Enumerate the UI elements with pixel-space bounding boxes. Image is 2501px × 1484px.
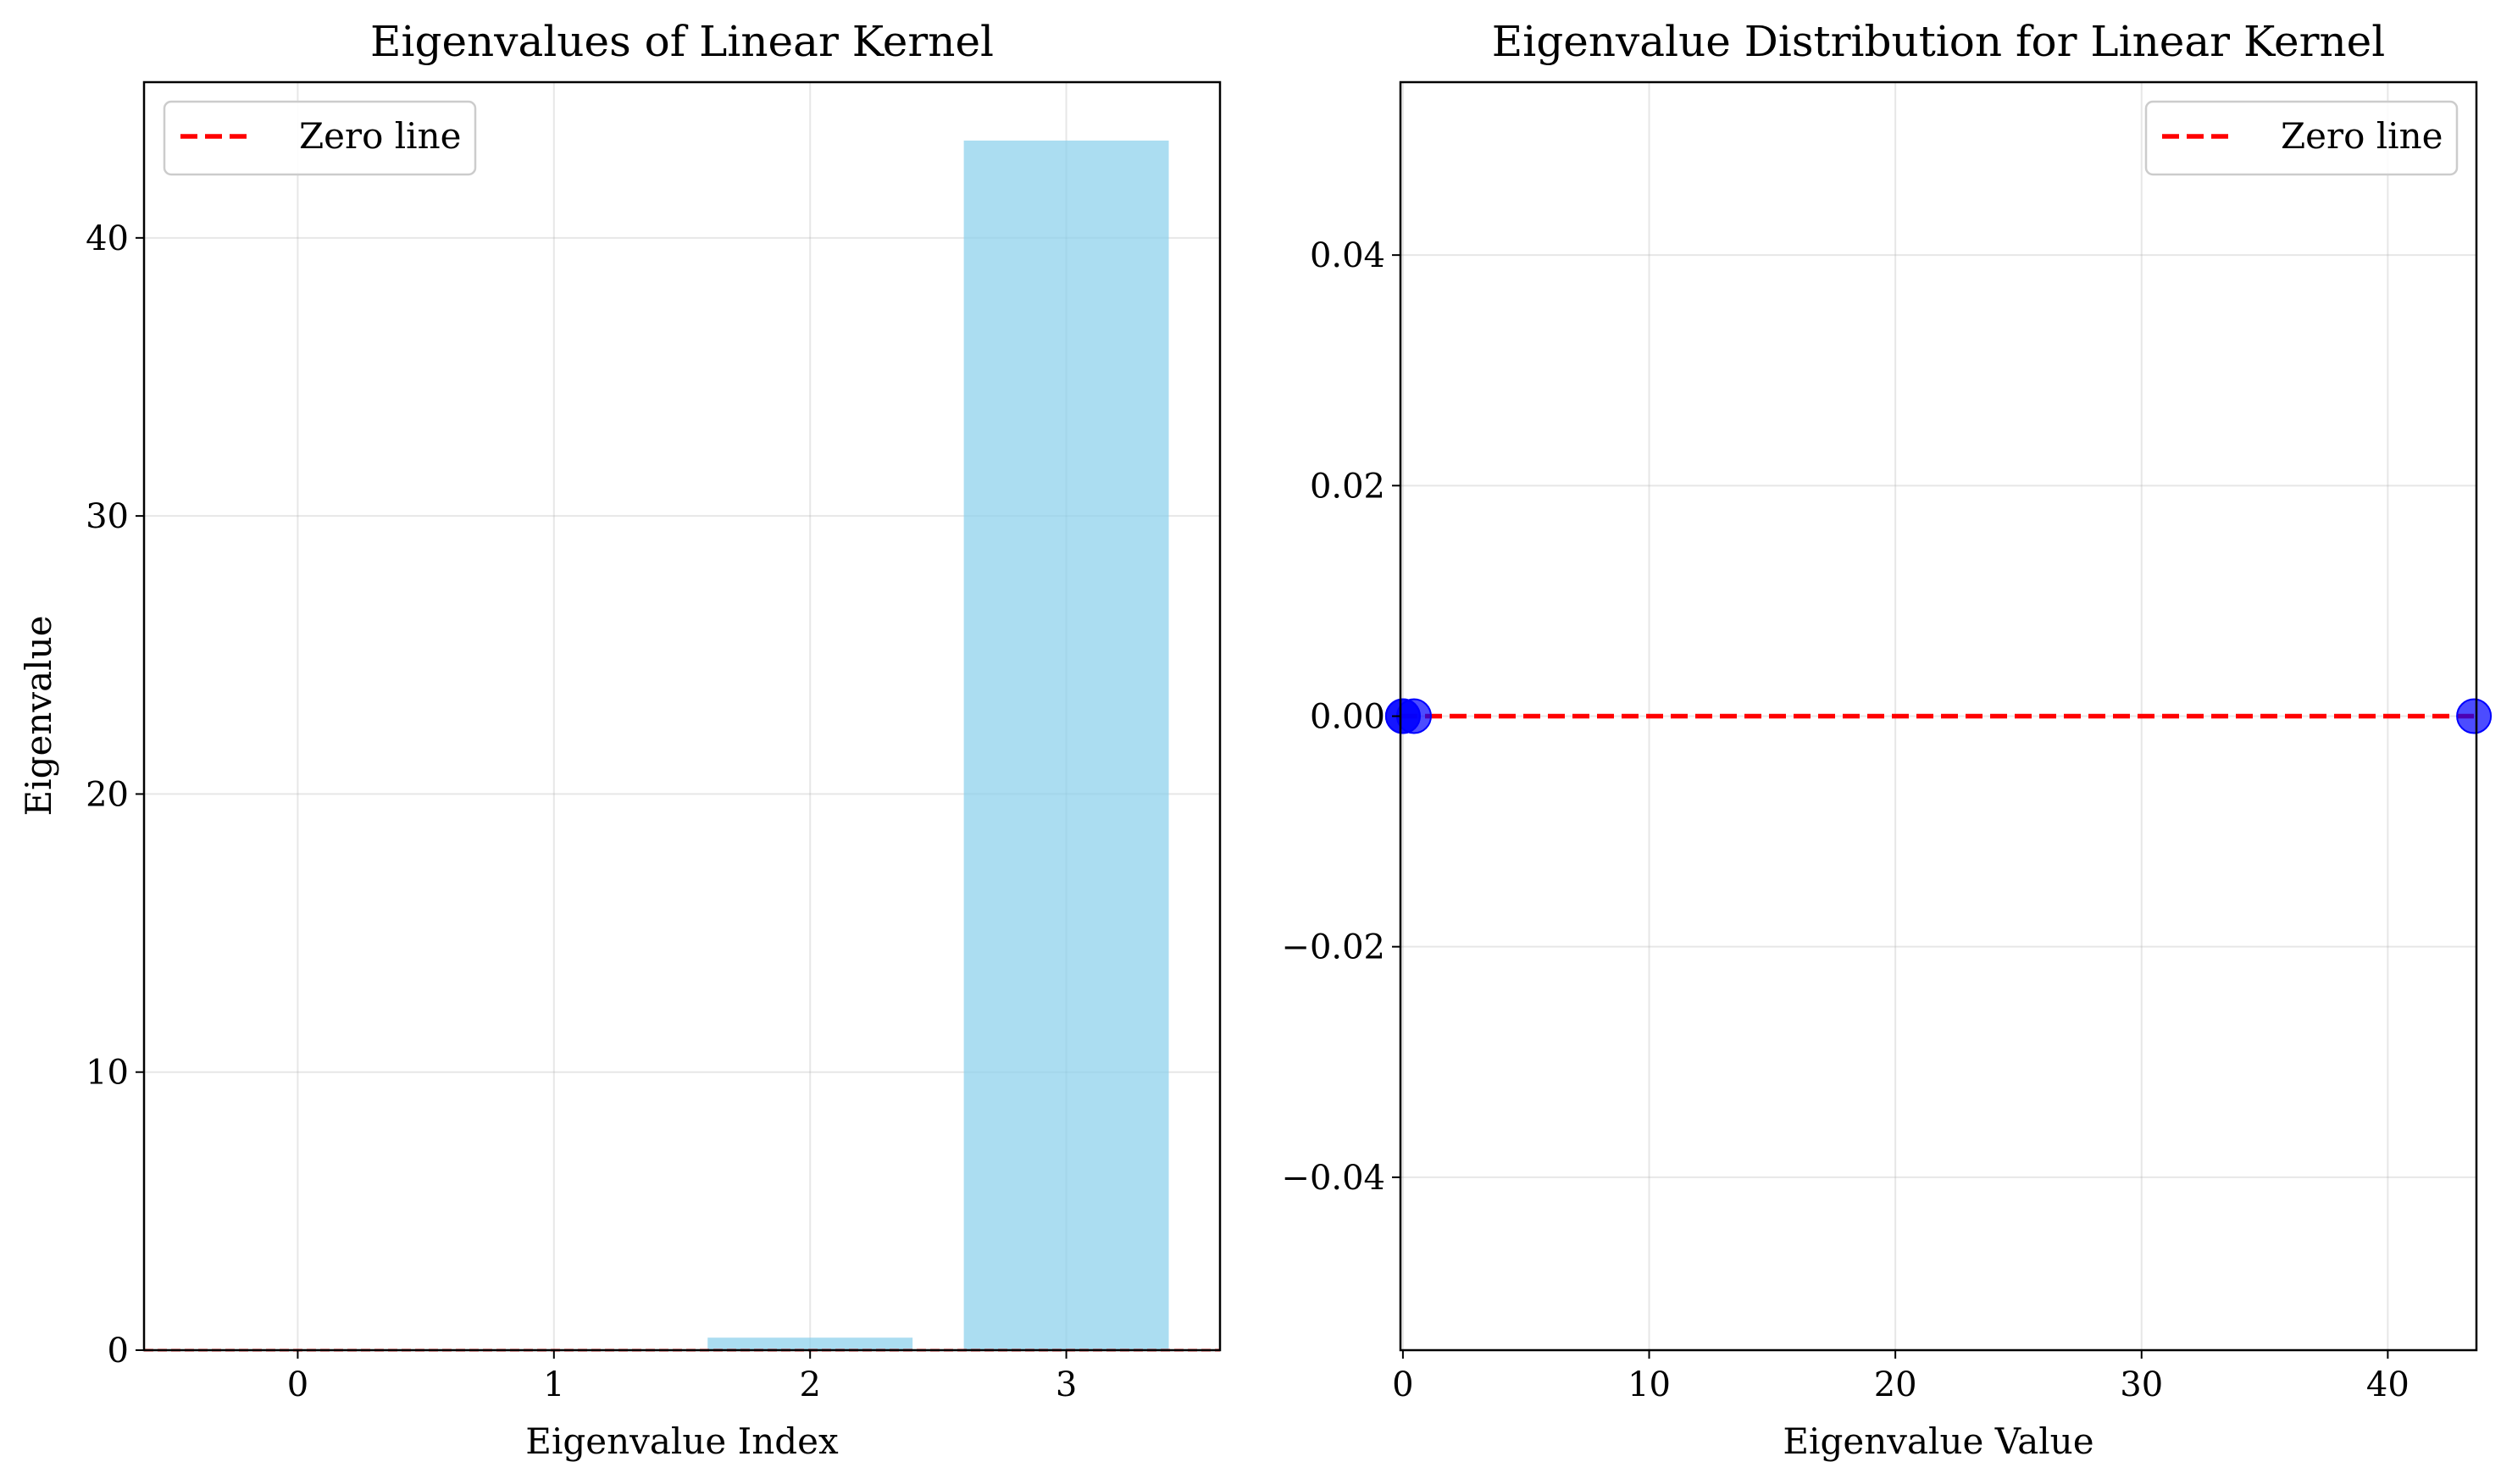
chart1-y-tick-label: 0 — [108, 1332, 129, 1370]
chart2-x-ticks: 0 10 20 30 40 — [1392, 1350, 2410, 1404]
chart2-x-tick-label: 10 — [1628, 1365, 1671, 1404]
chart1-legend-label: Zero line — [299, 115, 462, 157]
chart2-x-tick-label: 20 — [1874, 1365, 1917, 1404]
chart2-legend-box — [2144, 100, 2459, 176]
chart1-legend-box — [163, 100, 477, 176]
chart1-x-tick-label: 3 — [1056, 1365, 1077, 1404]
chart2-y-ticks: −0.04 −0.02 0.00 0.02 0.04 — [1281, 236, 1400, 1198]
chart2-x-axis-label: Eigenvalue Value — [1783, 1420, 2093, 1462]
chart1-y-ticks: 0 10 20 30 40 — [86, 219, 144, 1370]
chart2-title: Eigenvalue Distribution for Linear Kerne… — [1492, 17, 2386, 66]
chart2-point — [1395, 698, 1432, 734]
chart2-legend: Zero line — [2144, 100, 2459, 176]
scatter-chart-eigenvalue-distribution: Eigenvalue Distribution for Linear Kerne… — [1281, 17, 2493, 1462]
chart2-y-tick-label: −0.04 — [1281, 1159, 1385, 1198]
chart1-bar — [963, 140, 1169, 1350]
chart1-legend: Zero line — [163, 100, 477, 176]
chart1-plot-frame — [142, 80, 1222, 1352]
chart2-y-tick-label: 0.00 — [1310, 698, 1385, 737]
chart1-title: Eigenvalues of Linear Kernel — [370, 17, 994, 66]
chart2-points — [1384, 698, 2493, 734]
chart1-bars — [707, 140, 1169, 1350]
chart1-x-tick-label: 2 — [799, 1365, 820, 1404]
chart1-y-tick-label: 40 — [86, 219, 129, 258]
chart2-legend-label: Zero line — [2281, 115, 2443, 157]
chart2-y-tick-label: −0.02 — [1281, 928, 1385, 967]
chart2-x-tick-label: 30 — [2120, 1365, 2163, 1404]
chart2-y-tick-label: 0.04 — [1310, 236, 1385, 275]
chart2-y-tick-label: 0.02 — [1310, 467, 1385, 506]
chart1-y-axis-label: Eigenvalue — [18, 616, 59, 817]
chart1-y-tick-label: 10 — [86, 1054, 129, 1093]
chart1-x-ticks: 0 1 2 3 — [287, 1350, 1077, 1404]
chart1-x-tick-label: 0 — [287, 1365, 308, 1404]
chart1-x-axis-label: Eigenvalue Index — [525, 1420, 839, 1462]
chart1-x-tick-label: 1 — [543, 1365, 564, 1404]
chart1-y-tick-label: 20 — [86, 775, 129, 814]
bar-chart-eigenvalues: Eigenvalues of Linear Kernel 0 1 2 3 0 10 20 3… — [18, 17, 1222, 1462]
chart1-bar — [707, 1337, 913, 1350]
chart1-y-tick-label: 30 — [86, 497, 129, 536]
chart2-point — [2456, 698, 2493, 734]
chart2-x-tick-label: 0 — [1392, 1365, 1413, 1404]
chart2-x-tick-label: 40 — [2366, 1365, 2410, 1404]
